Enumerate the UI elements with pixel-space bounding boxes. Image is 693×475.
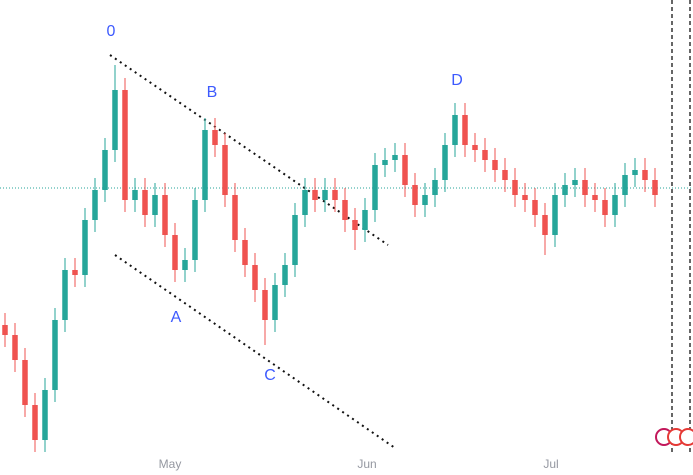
candle-body (302, 190, 308, 215)
candle-body (12, 335, 18, 360)
candle-body (352, 220, 358, 230)
candle-body (412, 185, 418, 205)
candle-body (562, 185, 568, 195)
candle-body (462, 115, 468, 145)
candle-body (282, 265, 288, 285)
x-tick-label: Jul (543, 457, 558, 471)
candle-body (652, 180, 658, 195)
candle-body (442, 145, 448, 180)
x-tick-label: Jun (357, 457, 376, 471)
candle-body (622, 175, 628, 195)
candle-body (432, 180, 438, 195)
candle-body (452, 115, 458, 145)
candle-body (572, 180, 578, 185)
candle-body (342, 200, 348, 220)
candle-body (212, 130, 218, 145)
candle-body (162, 195, 168, 235)
candle-body (32, 405, 38, 440)
candle-body (542, 215, 548, 235)
candle-body (502, 170, 508, 180)
candle-body (192, 200, 198, 260)
candle-body (232, 195, 238, 240)
event-icon[interactable] (679, 428, 693, 446)
candle-body (252, 265, 258, 290)
candle-body (172, 235, 178, 270)
candle-body (182, 260, 188, 270)
candle-body (202, 130, 208, 200)
annotation: A (171, 309, 182, 326)
candle-body (332, 190, 338, 200)
candle-body (102, 150, 108, 190)
x-tick-label: May (159, 457, 182, 471)
annotation: B (207, 84, 218, 101)
candle-body (92, 190, 98, 220)
candle-body (42, 390, 48, 440)
candle-body (382, 160, 388, 165)
candle-body (522, 195, 528, 200)
candle-body (72, 270, 78, 275)
candle-body (52, 320, 58, 390)
candle-body (112, 90, 118, 150)
candle-body (222, 145, 228, 195)
annotation: C (264, 367, 276, 384)
candle-body (292, 215, 298, 265)
candle-body (492, 160, 498, 170)
candle-body (592, 195, 598, 200)
candle-body (482, 150, 488, 160)
candle-body (612, 195, 618, 215)
candle-body (142, 190, 148, 215)
candle-body (402, 155, 408, 185)
trend-line (114, 254, 396, 449)
candle-body (602, 200, 608, 215)
candle-body (132, 190, 138, 200)
annotation: D (451, 72, 463, 89)
candle-body (552, 195, 558, 235)
trend-line (109, 54, 389, 246)
candle-body (152, 195, 158, 215)
annotation: 0 (107, 23, 116, 40)
candle-body (372, 165, 378, 210)
candle-body (2, 325, 8, 335)
candle-body (242, 240, 248, 265)
candle-body (422, 195, 428, 205)
candle-body (262, 290, 268, 320)
candle-body (472, 145, 478, 150)
candle-body (322, 190, 328, 200)
candle-body (312, 190, 318, 200)
candle-body (532, 200, 538, 215)
candle-body (82, 220, 88, 275)
candle-body (512, 180, 518, 195)
candle-body (22, 360, 28, 405)
candle-body (272, 285, 278, 320)
candle-body (62, 270, 68, 320)
candle-body (642, 170, 648, 180)
candle-body (362, 210, 368, 230)
candle-body (632, 170, 638, 175)
candle-body (392, 155, 398, 160)
candle-body (582, 180, 588, 195)
candle-body (122, 90, 128, 200)
